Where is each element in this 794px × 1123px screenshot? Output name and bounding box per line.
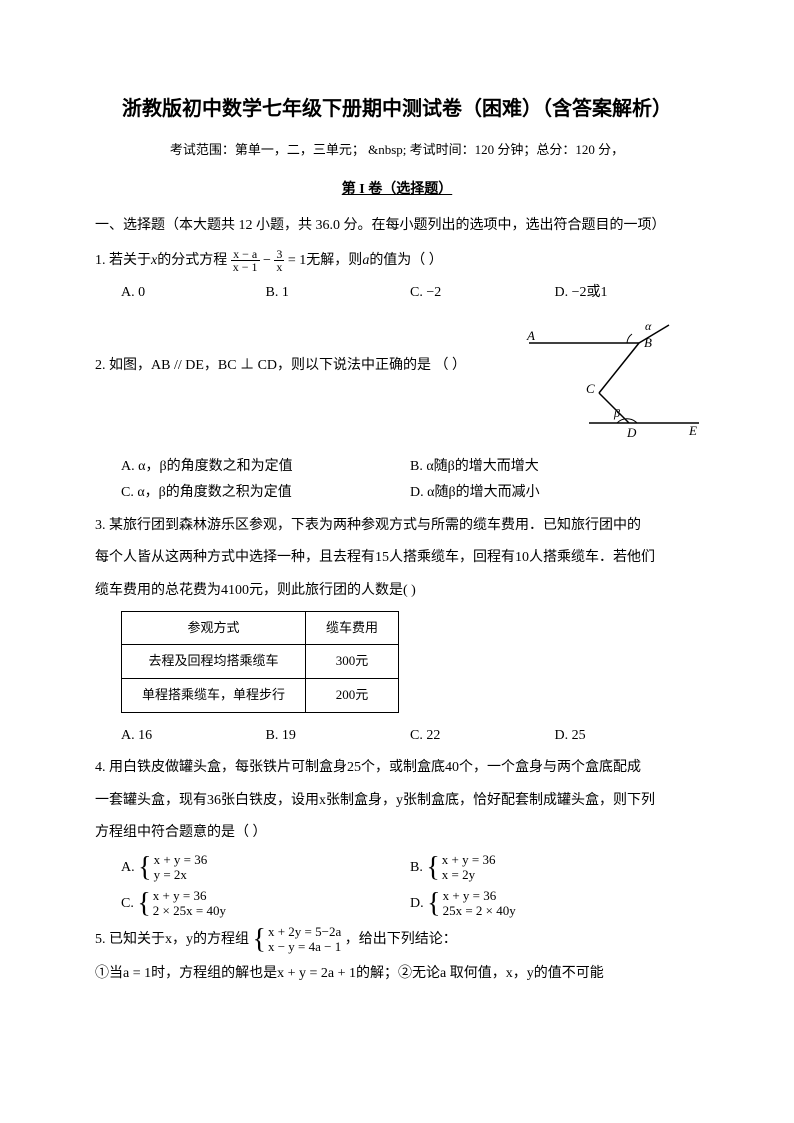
eq: y = 2x [154, 868, 208, 883]
q1-minus: − [263, 253, 271, 268]
eq: x + y = 36 [443, 889, 516, 904]
label-c: C [586, 381, 595, 396]
td: 去程及回程均搭乘缆车 [122, 645, 306, 679]
equation-system-icon: {x + y = 36x = 2y [426, 853, 495, 883]
q5-tail: ，给出下列结论： [345, 932, 457, 947]
eq: x − y = 4a − 1 [268, 940, 341, 955]
q4-opt-d: D. {x + y = 3625x = 2 × 40y [410, 889, 699, 919]
opt-label: B. [410, 860, 423, 875]
label-d: D [626, 425, 637, 440]
q1-opt-a: A. 0 [121, 280, 266, 307]
label-beta: β [613, 406, 620, 420]
equation-system-icon: {x + 2y = 5−2ax − y = 4a − 1 [253, 925, 342, 955]
q3-opt-c: C. 22 [410, 723, 555, 750]
q2-opt-d: D. α随β的增大而减小 [410, 480, 699, 507]
question-2: 2. 如图，AB // DE，BC ⊥ CD，则以下说法中正确的是 （ ） A … [95, 313, 699, 454]
q5-text: 5. 已知关于x，y的方程组 [95, 932, 249, 947]
q2-options: A. α，β的角度数之和为定值 B. α随β的增大而增大 C. α，β的角度数之… [95, 454, 699, 507]
table-row: 参观方式 缆车费用 [122, 611, 399, 645]
td: 200元 [306, 679, 399, 713]
question-4-l1: 4. 用白铁皮做罐头盒，每张铁片可制盒身25个，或制盒底40个，一个盒身与两个盒… [95, 755, 699, 782]
q2-opt-a: A. α，β的角度数之和为定值 [121, 454, 410, 481]
opt-label: D. [410, 896, 424, 911]
q1-opt-c: C. −2 [410, 280, 555, 307]
q1-text: 1. 若关于 [95, 253, 151, 268]
q1-text2: 的分式方程 [157, 253, 227, 268]
q4-options-row2: C. {x + y = 362 × 25x = 40y D. {x + y = … [95, 889, 699, 919]
page-title: 浙教版初中数学七年级下册期中测试卷（困难）（含答案解析） [95, 90, 699, 128]
question-5-l1: 5. 已知关于x，y的方程组 {x + 2y = 5−2ax − y = 4a … [95, 925, 699, 955]
question-1: 1. 若关于x的分式方程 x − ax − 1 − 3x = 1无解，则a的值为… [95, 248, 699, 275]
geometry-diagram-icon: A B C D E α β [519, 313, 704, 443]
label-alpha: α [645, 319, 652, 333]
question-3-l3: 缆车费用的总花费为4100元，则此旅行团的人数是( ) [95, 578, 699, 605]
question-4-l2: 一套罐头盒，现有36张白铁皮，设用x张制盒身，y张制盒底，恰好配套制成罐头盒，则… [95, 788, 699, 815]
fraction-icon: x − ax − 1 [231, 248, 260, 273]
eq: x = 2y [442, 868, 496, 883]
frac-den: x − 1 [231, 261, 260, 273]
frac-den: x [274, 261, 284, 273]
th-fee: 缆车费用 [306, 611, 399, 645]
label-a: A [526, 328, 535, 343]
q4-options-row1: A. {x + y = 36y = 2x B. {x + y = 36x = 2… [95, 853, 699, 883]
q4-opt-b: B. {x + y = 36x = 2y [410, 853, 699, 883]
q2-text: 2. 如图，AB // DE，BC ⊥ CD，则以下说法中正确的是 （ ） [95, 313, 509, 380]
eq: x + y = 36 [442, 853, 496, 868]
eq: 2 × 25x = 40y [153, 904, 226, 919]
q3-options: A. 16 B. 19 C. 22 D. 25 [95, 723, 699, 750]
q1-opt-d: D. −2或1 [555, 280, 700, 307]
exam-info: 考试范围：第单一，二，三单元； &nbsp; 考试时间：120 分钟；总分：12… [95, 138, 699, 163]
equation-system-icon: {x + y = 362 × 25x = 40y [137, 889, 226, 919]
eq: x + y = 36 [153, 889, 226, 904]
table-row: 去程及回程均搭乘缆车 300元 [122, 645, 399, 679]
opt-label: C. [121, 896, 134, 911]
q1-eq: = 1无解，则 [288, 253, 362, 268]
fraction-icon: 3x [274, 248, 284, 273]
q1-options: A. 0 B. 1 C. −2 D. −2或1 [95, 280, 699, 307]
label-e: E [688, 423, 697, 438]
q2-figure: A B C D E α β [509, 313, 699, 454]
q3-opt-a: A. 16 [121, 723, 266, 750]
q1-opt-b: B. 1 [266, 280, 411, 307]
q2-opt-c: C. α，β的角度数之积为定值 [121, 480, 410, 507]
question-3-l2: 每个人皆从这两种方式中选择一种，且去程有15人搭乘缆车，回程有10人搭乘缆车．若… [95, 545, 699, 572]
question-4-l3: 方程组中符合题意的是（ ） [95, 820, 699, 847]
q4-opt-c: C. {x + y = 362 × 25x = 40y [121, 889, 410, 919]
label-b: B [644, 335, 652, 350]
td: 300元 [306, 645, 399, 679]
eq: 25x = 2 × 40y [443, 904, 516, 919]
equation-system-icon: {x + y = 36y = 2x [138, 853, 207, 883]
question-5-l2: ①当a = 1时，方程组的解也是x + y = 2a + 1的解；②无论a 取何… [95, 961, 699, 988]
part-heading: 一、选择题（本大题共 12 小题，共 36.0 分。在每小题列出的选项中，选出符… [95, 213, 699, 240]
opt-label: A. [121, 860, 135, 875]
q1-tail: 的值为（ ） [369, 253, 443, 268]
section-title: 第 I 卷（选择题） [95, 177, 699, 204]
question-3-l1: 3. 某旅行团到森林游乐区参观，下表为两种参观方式与所需的缆车费用．已知旅行团中… [95, 513, 699, 540]
eq: x + y = 36 [154, 853, 208, 868]
td: 单程搭乘缆车，单程步行 [122, 679, 306, 713]
q3-table: 参观方式 缆车费用 去程及回程均搭乘缆车 300元 单程搭乘缆车，单程步行 20… [121, 611, 399, 713]
q3-opt-b: B. 19 [266, 723, 411, 750]
eq: x + 2y = 5−2a [268, 925, 341, 940]
q4-opt-a: A. {x + y = 36y = 2x [121, 853, 410, 883]
table-row: 单程搭乘缆车，单程步行 200元 [122, 679, 399, 713]
q2-opt-b: B. α随β的增大而增大 [410, 454, 699, 481]
q3-opt-d: D. 25 [555, 723, 700, 750]
equation-system-icon: {x + y = 3625x = 2 × 40y [427, 889, 516, 919]
th-mode: 参观方式 [122, 611, 306, 645]
